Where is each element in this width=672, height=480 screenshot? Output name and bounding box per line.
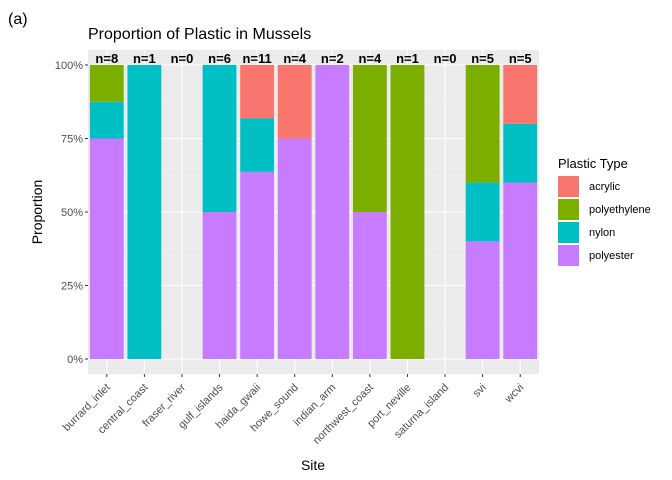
x-axis: burrard_inletcentral_coastfraser_rivergu… <box>61 374 526 447</box>
n-label-burrard_inlet: n=8 <box>95 51 118 66</box>
legend-title: Plastic Type <box>558 156 628 171</box>
bars <box>89 65 538 359</box>
bar-svi-polyethylene <box>465 65 500 183</box>
panel-tag: (a) <box>8 11 28 28</box>
legend-label-polyester: polyester <box>589 250 634 262</box>
legend-key-acrylic <box>558 176 579 197</box>
n-label-svi: n=5 <box>471 51 494 66</box>
bar-northwest_coast-polyester <box>352 212 387 359</box>
bar-haida_gwaii-acrylic <box>240 65 275 119</box>
bar-wcvi-polyester <box>503 182 538 359</box>
x-tick-label-svi: svi <box>471 382 489 400</box>
n-label-saturna_island: n=0 <box>434 51 457 66</box>
bar-howe_sound-acrylic <box>277 65 312 139</box>
y-axis: 0% 25% 50% 75% 100% <box>55 60 88 366</box>
bar-svi-nylon <box>465 182 500 242</box>
bar-wcvi-nylon <box>503 123 538 183</box>
bar-haida_gwaii-polyester <box>240 171 275 359</box>
bar-howe_sound-polyester <box>277 138 312 359</box>
n-label-port_neville: n=1 <box>396 51 419 66</box>
chart-title: Proportion of Plastic in Mussels <box>88 26 311 43</box>
legend-label-polyethylene: polyethylene <box>589 204 651 216</box>
bar-haida_gwaii-nylon <box>240 118 275 172</box>
bar-indian_arm-polyester <box>315 65 350 359</box>
legend-label-acrylic: acrylic <box>589 181 621 193</box>
legend-key-nylon <box>558 222 579 243</box>
legend-label-nylon: nylon <box>589 227 615 239</box>
bar-northwest_coast-polyethylene <box>352 65 387 212</box>
bar-wcvi-acrylic <box>503 65 538 124</box>
bar-gulf_islands-nylon <box>202 65 237 212</box>
bar-burrard_inlet-polyethylene <box>89 65 124 102</box>
y-tick-label: 100% <box>55 60 83 72</box>
y-tick-label: 25% <box>61 281 83 293</box>
legend: Plastic Type acrylic polyethylene nylon pol… <box>558 156 651 266</box>
bar-burrard_inlet-polyester <box>89 138 124 359</box>
legend-key-polyester <box>558 245 579 266</box>
y-axis-title: Proportion <box>29 180 45 245</box>
bar-port_neville-polyethylene <box>390 65 425 359</box>
y-tick-label: 75% <box>61 134 83 146</box>
n-label-fraser_river: n=0 <box>171 51 194 66</box>
x-axis-title: Site <box>301 457 325 473</box>
bar-gulf_islands-polyester <box>202 212 237 359</box>
y-tick-label: 0% <box>67 354 83 366</box>
n-label-wcvi: n=5 <box>509 51 532 66</box>
x-tick-label-wcvi: wcvi <box>502 382 526 406</box>
sample-size-labels: n=8 n=1 n=0 n=6 n=11 n=4 n=2 n=4 n=1 n=0 n=5 n=5 <box>95 51 531 66</box>
n-label-haida_gwaii: n=11 <box>242 51 271 66</box>
bar-central_coast-nylon <box>127 65 162 359</box>
bar-burrard_inlet-nylon <box>89 101 124 139</box>
n-label-gulf_islands: n=6 <box>208 51 231 66</box>
y-tick-label: 50% <box>61 207 83 219</box>
bar-svi-polyester <box>465 241 500 359</box>
legend-key-polyethylene <box>558 199 579 220</box>
plot-panel: n=8 n=1 n=0 n=6 n=11 n=4 n=2 n=4 n=1 n=0 n=5 n=5 <box>88 50 539 374</box>
n-label-northwest_coast: n=4 <box>358 51 382 66</box>
n-label-howe_sound: n=4 <box>283 51 307 66</box>
n-label-indian_arm: n=2 <box>321 51 344 66</box>
n-label-central_coast: n=1 <box>133 51 156 66</box>
